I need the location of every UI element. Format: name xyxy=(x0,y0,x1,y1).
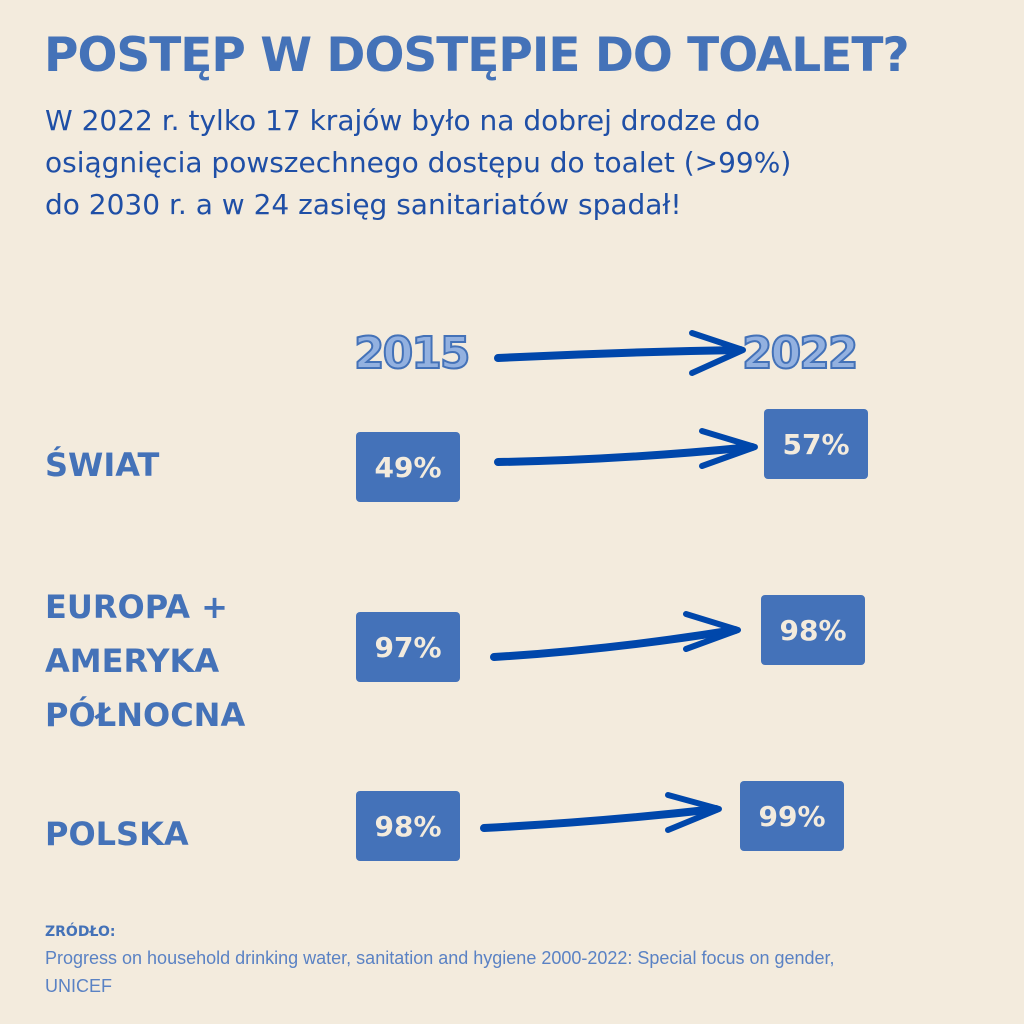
year-2022-header: 2022 xyxy=(741,327,859,380)
row-label-poland: POLSKA xyxy=(45,815,189,853)
source-text: UNICEF xyxy=(45,976,112,996)
arrow-icon xyxy=(490,611,741,661)
value-box-europe-2022: 98% xyxy=(761,595,865,665)
row-label-europe: EUROPA + xyxy=(45,588,228,626)
subtitle-line: W 2022 r. tylko 17 krajów było na dobrej… xyxy=(45,104,761,137)
value-box-world-2022: 57% xyxy=(764,409,868,479)
row-label-europe: AMERYKA xyxy=(45,642,220,680)
value-box-poland-2022: 99% xyxy=(740,781,844,851)
year-2015-header: 2015 xyxy=(353,327,471,380)
row-label-world: ŚWIAT xyxy=(45,446,160,484)
subtitle-line: osiągnięcia powszechnego dostępu do toal… xyxy=(45,146,792,179)
page-title: POSTĘP W DOSTĘPIE DO TOALET? xyxy=(44,28,910,83)
value-box-poland-2015: 98% xyxy=(356,791,460,861)
arrow-icon xyxy=(480,792,722,833)
row-label-europe: PÓŁNOCNA xyxy=(45,696,246,734)
value-box-world-2015: 49% xyxy=(356,432,460,502)
source-text: Progress on household drinking water, sa… xyxy=(45,948,835,968)
arrow-icon xyxy=(494,330,746,376)
subtitle-line: do 2030 r. a w 24 zasięg sanitariatów sp… xyxy=(45,188,682,221)
arrow-icon xyxy=(494,428,758,469)
source-heading: ZRÓDŁO: xyxy=(45,924,116,940)
value-box-europe-2015: 97% xyxy=(356,612,460,682)
